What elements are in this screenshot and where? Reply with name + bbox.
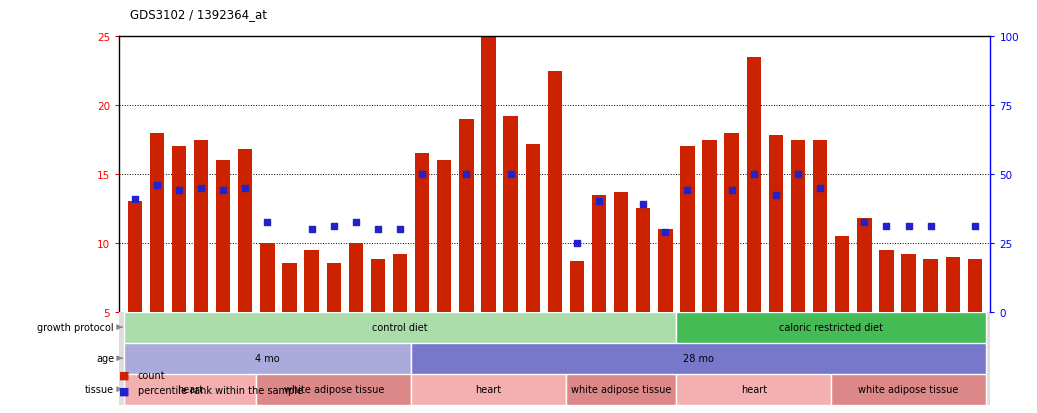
Bar bbox=[614, 192, 628, 312]
Point bbox=[635, 202, 651, 208]
Bar bbox=[411, 374, 566, 405]
Bar bbox=[282, 264, 297, 312]
Point bbox=[657, 229, 674, 235]
Point bbox=[746, 171, 762, 178]
Bar bbox=[415, 154, 429, 312]
Bar bbox=[924, 260, 937, 312]
Bar bbox=[459, 120, 474, 312]
Bar bbox=[123, 374, 256, 405]
Bar bbox=[566, 374, 676, 405]
Bar bbox=[123, 343, 411, 374]
Bar bbox=[371, 260, 385, 312]
Point bbox=[347, 219, 364, 226]
Point bbox=[369, 226, 386, 233]
Point bbox=[326, 223, 342, 230]
Text: ■: ■ bbox=[119, 385, 130, 395]
Bar bbox=[503, 117, 517, 312]
Text: heart: heart bbox=[475, 384, 502, 394]
Bar bbox=[437, 161, 451, 312]
Text: GDS3102 / 1392364_at: GDS3102 / 1392364_at bbox=[130, 8, 267, 21]
Bar bbox=[879, 250, 894, 312]
Bar bbox=[149, 133, 164, 312]
Point bbox=[392, 226, 409, 233]
Point bbox=[966, 223, 983, 230]
Bar bbox=[835, 236, 849, 312]
Bar bbox=[676, 312, 986, 343]
Point bbox=[812, 185, 829, 192]
Point bbox=[237, 185, 254, 192]
Bar bbox=[393, 254, 408, 312]
Bar bbox=[348, 243, 363, 312]
Point bbox=[215, 188, 231, 194]
Text: age: age bbox=[96, 353, 114, 363]
Bar bbox=[768, 136, 783, 312]
Point bbox=[591, 199, 608, 205]
Text: percentile rank within the sample: percentile rank within the sample bbox=[138, 385, 303, 395]
Bar bbox=[791, 140, 805, 312]
Point bbox=[568, 240, 585, 247]
Text: heart: heart bbox=[740, 384, 766, 394]
Text: control diet: control diet bbox=[372, 322, 428, 332]
Text: caloric restricted diet: caloric restricted diet bbox=[779, 322, 884, 332]
Bar bbox=[256, 374, 411, 405]
Bar bbox=[481, 37, 496, 312]
Point bbox=[900, 223, 917, 230]
Point bbox=[790, 171, 807, 178]
Bar bbox=[123, 312, 676, 343]
Point bbox=[767, 192, 784, 198]
Bar bbox=[327, 264, 341, 312]
Bar bbox=[548, 71, 562, 312]
Text: tissue: tissue bbox=[85, 384, 114, 394]
Bar bbox=[968, 260, 982, 312]
Text: white adipose tissue: white adipose tissue bbox=[571, 384, 671, 394]
Point bbox=[259, 219, 276, 226]
Bar bbox=[194, 140, 208, 312]
Bar bbox=[636, 209, 650, 312]
Bar bbox=[526, 144, 540, 312]
Bar bbox=[592, 195, 607, 312]
Bar bbox=[128, 202, 142, 312]
Bar bbox=[813, 140, 828, 312]
Point bbox=[922, 223, 938, 230]
Bar bbox=[569, 261, 584, 312]
Point bbox=[127, 196, 143, 202]
Point bbox=[193, 185, 209, 192]
Bar bbox=[858, 218, 871, 312]
Bar bbox=[676, 374, 831, 405]
Bar bbox=[946, 257, 960, 312]
Point bbox=[502, 171, 518, 178]
Text: 28 mo: 28 mo bbox=[683, 353, 713, 363]
Bar bbox=[747, 58, 761, 312]
Text: ■: ■ bbox=[119, 370, 130, 380]
Point bbox=[303, 226, 319, 233]
Point bbox=[148, 182, 165, 189]
Bar bbox=[831, 374, 986, 405]
Bar bbox=[680, 147, 695, 312]
Bar bbox=[411, 343, 986, 374]
Bar bbox=[305, 250, 318, 312]
Text: 4 mo: 4 mo bbox=[255, 353, 280, 363]
Point bbox=[724, 188, 740, 194]
Bar bbox=[172, 147, 186, 312]
Text: white adipose tissue: white adipose tissue bbox=[283, 384, 384, 394]
Point bbox=[458, 171, 475, 178]
Point bbox=[856, 219, 872, 226]
Bar bbox=[702, 140, 717, 312]
Point bbox=[171, 188, 188, 194]
Point bbox=[414, 171, 430, 178]
Bar bbox=[216, 161, 230, 312]
Bar bbox=[658, 230, 673, 312]
Bar bbox=[239, 150, 252, 312]
Text: growth protocol: growth protocol bbox=[37, 322, 114, 332]
Bar bbox=[725, 133, 738, 312]
Bar bbox=[260, 243, 275, 312]
Text: heart: heart bbox=[177, 384, 203, 394]
Text: count: count bbox=[138, 370, 166, 380]
Point bbox=[679, 188, 696, 194]
Bar bbox=[901, 254, 916, 312]
Text: white adipose tissue: white adipose tissue bbox=[859, 384, 959, 394]
Point bbox=[878, 223, 895, 230]
